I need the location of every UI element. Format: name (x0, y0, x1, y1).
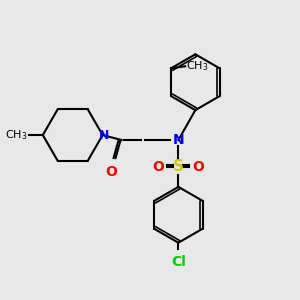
Text: O: O (192, 160, 204, 174)
Text: O: O (152, 160, 164, 174)
Text: Cl: Cl (171, 255, 186, 269)
Text: N: N (98, 128, 109, 142)
Text: S: S (173, 159, 184, 174)
Text: CH$_3$: CH$_3$ (5, 128, 28, 142)
Text: CH$_3$: CH$_3$ (186, 59, 208, 73)
Text: O: O (106, 165, 118, 179)
Text: N: N (172, 133, 184, 147)
